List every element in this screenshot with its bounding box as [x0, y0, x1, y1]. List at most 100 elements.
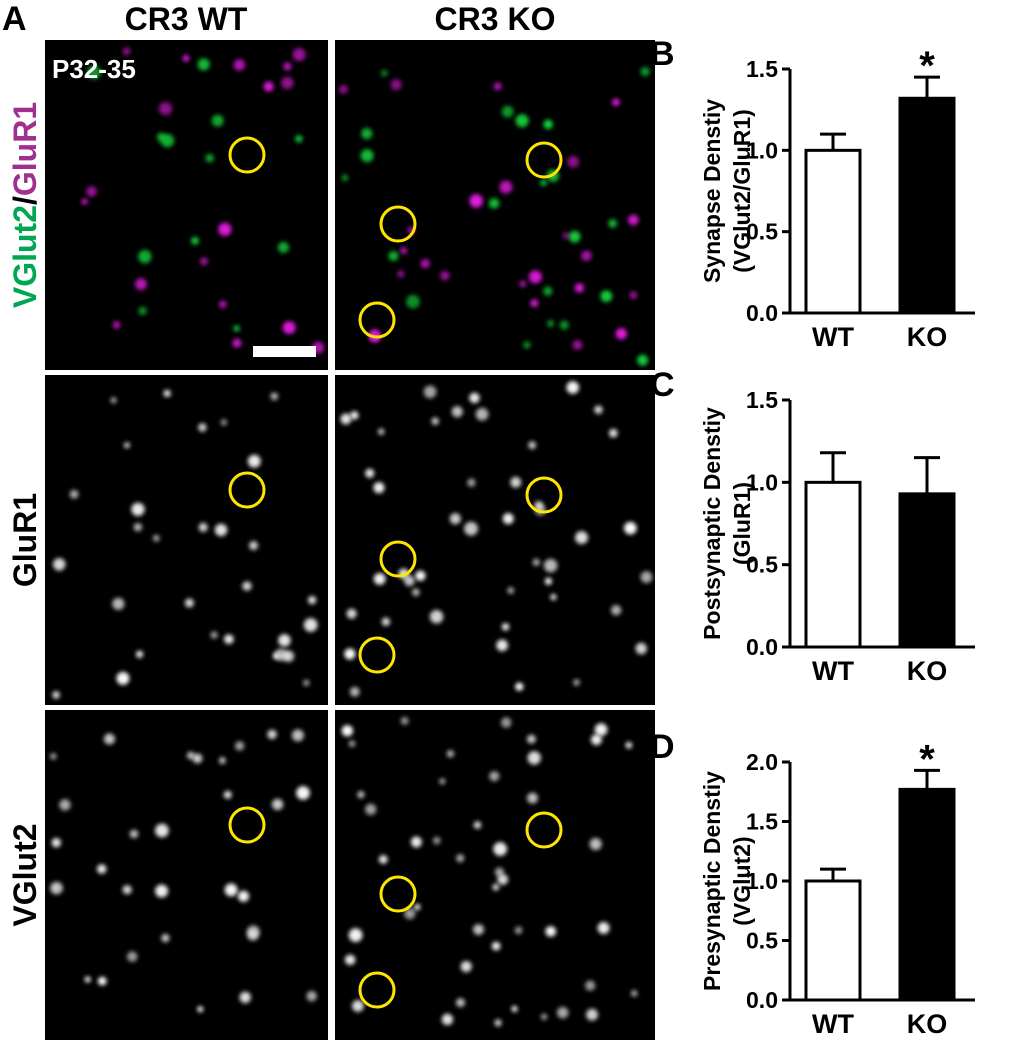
punctum — [515, 682, 524, 691]
roi-circle — [525, 476, 563, 514]
significance-mark: * — [919, 737, 935, 781]
punctum — [528, 441, 537, 450]
punctum — [155, 884, 169, 898]
punctum — [499, 180, 513, 194]
punctum — [152, 534, 160, 542]
y-tick-label: 0.0 — [746, 634, 778, 660]
punctum — [84, 976, 91, 983]
panel-label: C — [650, 366, 675, 404]
punctum — [338, 84, 348, 94]
punctum — [400, 716, 409, 725]
punctum — [575, 531, 589, 545]
punctum — [414, 903, 421, 911]
punctum — [510, 476, 522, 488]
punctum — [515, 114, 529, 128]
punctum — [344, 648, 356, 660]
punctum — [138, 306, 147, 316]
punctum — [232, 338, 242, 348]
punctum — [473, 821, 482, 829]
punctum — [281, 76, 294, 90]
punctum — [52, 558, 66, 571]
punctum — [540, 179, 547, 187]
roi-circle — [228, 136, 266, 174]
punctum — [296, 786, 310, 800]
punctum — [223, 634, 234, 645]
punctum — [460, 960, 472, 973]
punctum — [439, 778, 446, 785]
punctum — [589, 837, 602, 851]
punctum — [348, 928, 363, 942]
punctum — [218, 757, 226, 764]
punctum — [199, 257, 208, 266]
punctum — [545, 926, 557, 937]
punctum — [223, 790, 232, 799]
punctum — [550, 593, 557, 601]
punctum — [69, 489, 79, 499]
punctum — [59, 799, 71, 811]
punctum — [540, 1013, 548, 1020]
punctum — [610, 604, 622, 616]
punctum — [514, 926, 523, 935]
punctum — [467, 478, 476, 487]
punctum — [568, 230, 581, 243]
punctum — [433, 836, 441, 845]
punctum — [282, 321, 296, 335]
punctum — [493, 82, 502, 91]
bar — [898, 492, 956, 649]
punctum — [526, 734, 536, 744]
error-bar — [820, 132, 846, 151]
punctum — [357, 790, 365, 799]
punctum — [278, 634, 291, 647]
punctum — [341, 725, 354, 737]
punctum — [544, 577, 553, 585]
punctum — [377, 428, 385, 435]
punctum — [341, 174, 349, 182]
y-tick-label: 0.5 — [746, 219, 778, 245]
punctum — [274, 648, 288, 662]
punctum — [456, 854, 465, 863]
punctum — [456, 998, 466, 1008]
y-tick-label: 1.5 — [746, 56, 778, 82]
punctum — [50, 881, 63, 895]
punctum — [625, 741, 633, 749]
axis-title: (GluR1) — [729, 482, 755, 565]
punctum — [161, 933, 170, 943]
punctum — [270, 392, 279, 401]
punctum — [543, 558, 558, 573]
punctum — [600, 290, 613, 303]
punctum — [380, 69, 388, 77]
punctum — [488, 198, 500, 209]
punctum — [361, 128, 373, 140]
punctum — [475, 407, 489, 421]
panel-label: B — [650, 35, 675, 73]
punctum — [511, 1005, 518, 1012]
punctum — [247, 929, 259, 941]
punctum — [429, 609, 444, 624]
micrograph — [335, 375, 655, 705]
punctum — [340, 413, 352, 425]
punctum — [440, 271, 450, 281]
punctum — [547, 320, 555, 327]
punctum — [239, 991, 251, 1004]
punctum — [502, 513, 514, 525]
punctum — [198, 423, 207, 432]
roi-circle — [228, 806, 266, 844]
punctum — [271, 798, 284, 811]
panel-label: A — [2, 0, 27, 38]
error-bar — [914, 456, 940, 494]
y-tick-label: 2.0 — [746, 749, 778, 775]
punctum — [129, 829, 139, 839]
punctum — [608, 219, 618, 228]
bar — [804, 480, 862, 649]
punctum — [224, 883, 238, 897]
punctum — [573, 679, 580, 686]
punctum — [156, 132, 166, 142]
punctum — [594, 723, 608, 736]
punctum — [163, 389, 171, 398]
punctum — [277, 241, 289, 253]
punctum — [527, 792, 538, 804]
punctum — [410, 836, 422, 848]
punctum — [184, 598, 194, 608]
punctum — [378, 854, 388, 864]
error-bar — [914, 75, 940, 99]
